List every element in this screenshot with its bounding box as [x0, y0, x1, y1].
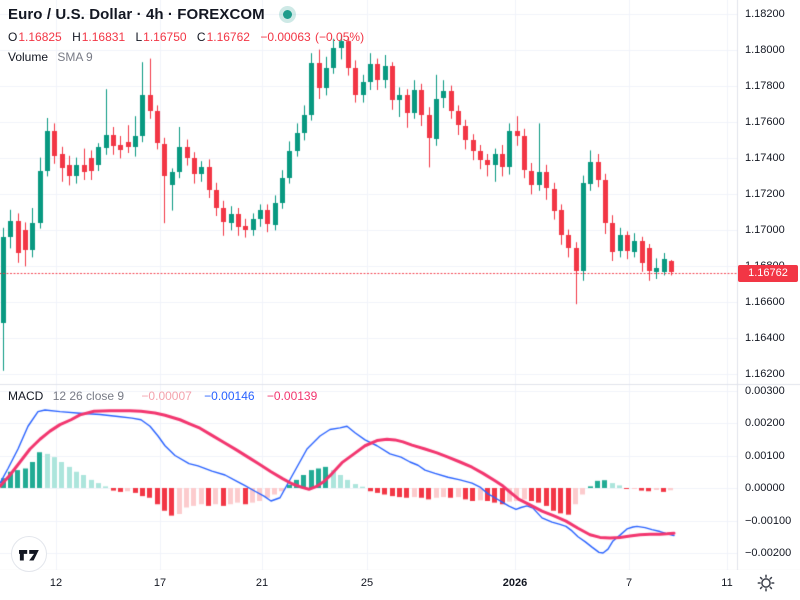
close-label: C [196, 30, 206, 44]
price-tick-label: 1.16600 [745, 296, 785, 308]
low-label: L [135, 30, 143, 44]
change-value: −0.00063 [260, 30, 311, 44]
market-status-dot-icon[interactable] [278, 6, 296, 23]
price-tick-label: 1.17800 [745, 80, 785, 92]
high-label: H [72, 30, 81, 44]
macd-line-value: −0.00146 [204, 389, 255, 403]
open-value: 1.16825 [18, 30, 62, 44]
price-tick-label: 1.17600 [745, 116, 785, 128]
open-label: O [8, 30, 18, 44]
chart-legend: Euro / U.S. Dollar · 4h · FOREXCOM O1.16… [8, 6, 364, 64]
time-tick-label: 11 [721, 577, 733, 589]
macd-tick-label: 0.00200 [745, 417, 785, 429]
change-percent: (−0.05%) [315, 30, 365, 44]
volume-indicator-label[interactable]: Volume [8, 50, 49, 64]
time-tick-label: 7 [625, 577, 633, 589]
time-tick-label: 12 [49, 577, 63, 589]
symbol-title[interactable]: Euro / U.S. Dollar · 4h · FOREXCOM [8, 6, 265, 23]
price-tick-label: 1.16400 [745, 332, 785, 344]
tradingview-logo-icon[interactable] [10, 535, 48, 578]
low-value: 1.16750 [143, 30, 187, 44]
time-tick-label: 2026 [502, 577, 528, 589]
chart-settings-gear-icon[interactable] [756, 573, 776, 598]
market-open-dot [282, 10, 292, 19]
ohlc-readout: O1.16825 H1.16831 L1.16750 C1.16762 −0.0… [8, 30, 364, 44]
macd-tick-label: −0.00200 [745, 547, 792, 559]
time-tick-label: 25 [360, 577, 374, 589]
price-tick-label: 1.16200 [745, 368, 785, 380]
price-tick-label: 1.18200 [745, 8, 785, 20]
macd-tick-label: 0.00100 [745, 450, 785, 462]
price-axis[interactable]: 1.18200 1.18000 1.17800 1.17600 1.17400 1.172… [737, 0, 800, 570]
price-tick-label: 1.17000 [745, 224, 785, 236]
close-value: 1.16762 [206, 30, 250, 44]
price-tick-label: 1.17200 [745, 188, 785, 200]
macd-tick-label: 0.00300 [745, 385, 785, 397]
macd-legend: MACD 12 26 close 9 −0.00007 −0.00146 −0.… [8, 389, 317, 403]
macd-signal-value: −0.00139 [266, 389, 318, 403]
macd-histogram-value: −0.00007 [141, 389, 192, 403]
macd-indicator-label[interactable]: MACD [8, 389, 44, 403]
volume-sma-label: SMA 9 [57, 50, 93, 64]
time-tick-label: 17 [153, 577, 167, 589]
macd-tick-label: 0.00000 [745, 482, 785, 494]
price-tick-label: 1.17400 [745, 152, 785, 164]
time-axis[interactable]: 12 17 21 25 2026 7 11 [0, 570, 800, 600]
price-tick-label: 1.18000 [745, 44, 785, 56]
time-tick-label: 21 [255, 577, 269, 589]
high-value: 1.16831 [81, 30, 126, 44]
last-price-badge: 1.16762 [738, 265, 798, 282]
macd-params: 12 26 close 9 [52, 389, 125, 403]
macd-tick-label: −0.00100 [745, 515, 792, 527]
volume-legend: Volume SMA 9 [8, 50, 364, 64]
